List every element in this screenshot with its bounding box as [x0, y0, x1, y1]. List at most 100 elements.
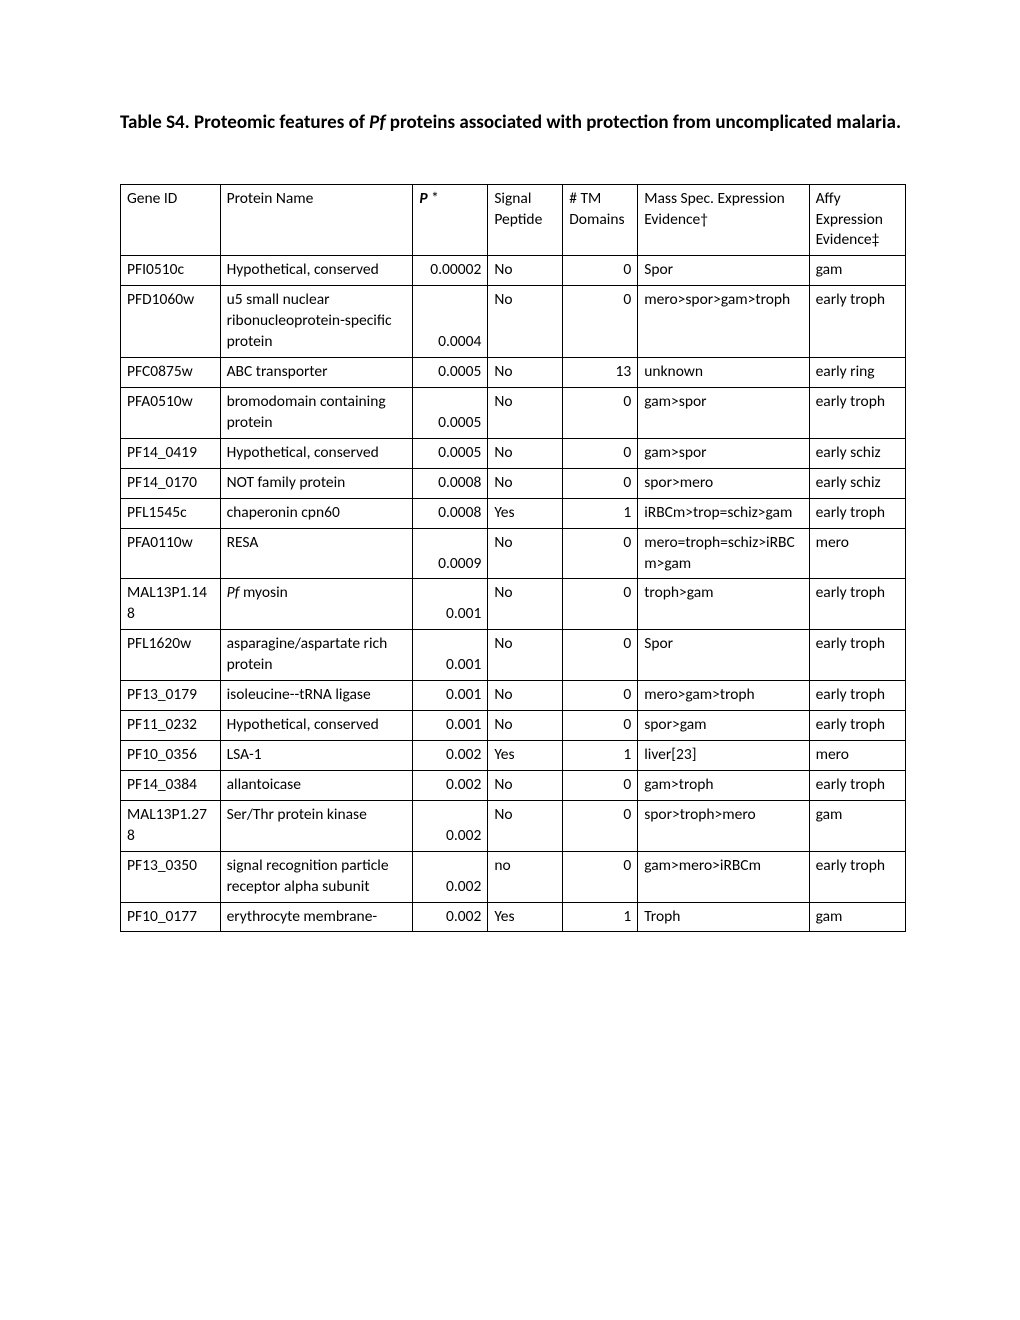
cell-signal-peptide: No [488, 438, 563, 468]
header-signal-peptide: Signal Peptide [488, 184, 563, 256]
cell-protein-name: isoleucine--tRNA ligase [220, 681, 413, 711]
cell-tm-domains: 0 [563, 528, 638, 579]
cell-signal-peptide: Yes [488, 902, 563, 932]
cell-protein-name: asparagine/aspartate rich protein [220, 630, 413, 681]
cell-gene: PF14_0170 [121, 468, 221, 498]
cell-protein-name: Hypothetical, conserved [220, 711, 413, 741]
protein-name-rest: myosin [239, 583, 287, 602]
cell-p-value: 0.001 [413, 711, 488, 741]
header-affy: Affy Expression Evidence‡ [809, 184, 905, 256]
cell-p-value: 0.002 [413, 851, 488, 902]
caption-part-before: Table S4. Proteomic features of [120, 111, 369, 134]
cell-protein-name: chaperonin cpn60 [220, 498, 413, 528]
table-row: PFL1545cchaperonin cpn600.0008Yes1iRBCm>… [121, 498, 906, 528]
cell-affy: early troph [809, 286, 905, 358]
table-row: PFA0110wRESA0.0009No0mero=troph=schiz>iR… [121, 528, 906, 579]
cell-mass-spec: spor>gam [638, 711, 809, 741]
cell-affy: mero [809, 528, 905, 579]
cell-signal-peptide: Yes [488, 498, 563, 528]
table-body: PFI0510cHypothetical, conserved0.00002No… [121, 256, 906, 932]
header-protein-name: Protein Name [220, 184, 413, 256]
header-p-label: P [419, 189, 427, 208]
cell-gene: MAL13P1.148 [121, 579, 221, 630]
cell-affy: early schiz [809, 468, 905, 498]
cell-p-value: 0.002 [413, 770, 488, 800]
cell-tm-domains: 0 [563, 388, 638, 439]
cell-affy: early troph [809, 579, 905, 630]
cell-tm-domains: 0 [563, 711, 638, 741]
cell-affy: gam [809, 256, 905, 286]
cell-gene: PFL1545c [121, 498, 221, 528]
cell-signal-peptide: No [488, 256, 563, 286]
cell-protein-name: bromodomain containing protein [220, 388, 413, 439]
cell-protein-name: Hypothetical, conserved [220, 438, 413, 468]
cell-signal-peptide: No [488, 681, 563, 711]
table-row: PFI0510cHypothetical, conserved0.00002No… [121, 256, 906, 286]
cell-tm-domains: 1 [563, 902, 638, 932]
cell-mass-spec: gam>mero>iRBCm [638, 851, 809, 902]
cell-gene: MAL13P1.278 [121, 800, 221, 851]
cell-mass-spec: mero>gam>troph [638, 681, 809, 711]
cell-protein-name: Pf myosin [220, 579, 413, 630]
cell-gene: PF13_0179 [121, 681, 221, 711]
cell-mass-spec: troph>gam [638, 579, 809, 630]
cell-p-value: 0.00002 [413, 256, 488, 286]
cell-mass-spec: liver[23] [638, 741, 809, 771]
caption-part-after: proteins associated with protection from… [385, 111, 901, 134]
cell-affy: early schiz [809, 438, 905, 468]
table-row: MAL13P1.148Pf myosin0.001No0troph>gamear… [121, 579, 906, 630]
cell-tm-domains: 0 [563, 681, 638, 711]
cell-signal-peptide: No [488, 468, 563, 498]
cell-mass-spec: gam>spor [638, 388, 809, 439]
cell-p-value: 0.002 [413, 902, 488, 932]
cell-protein-name: RESA [220, 528, 413, 579]
cell-affy: gam [809, 902, 905, 932]
cell-mass-spec: Spor [638, 630, 809, 681]
table-row: PF11_0232Hypothetical, conserved0.001No0… [121, 711, 906, 741]
cell-gene: PFL1620w [121, 630, 221, 681]
cell-affy: early troph [809, 498, 905, 528]
table-row: PFA0510wbromodomain containing protein0.… [121, 388, 906, 439]
cell-gene: PF10_0177 [121, 902, 221, 932]
cell-protein-name: Hypothetical, conserved [220, 256, 413, 286]
cell-mass-spec: iRBCm>trop=schiz>gam [638, 498, 809, 528]
header-p-value: P * [413, 184, 488, 256]
cell-gene: PF11_0232 [121, 711, 221, 741]
cell-p-value: 0.0008 [413, 468, 488, 498]
header-tm-domains: # TM Domains [563, 184, 638, 256]
cell-gene: PFA0110w [121, 528, 221, 579]
cell-tm-domains: 0 [563, 256, 638, 286]
cell-affy: early troph [809, 851, 905, 902]
cell-tm-domains: 0 [563, 438, 638, 468]
cell-signal-peptide: No [488, 388, 563, 439]
table-header: Gene ID Protein Name P * Signal Peptide … [121, 184, 906, 256]
cell-tm-domains: 1 [563, 741, 638, 771]
table-row: PF10_0177erythrocyte membrane-0.002Yes1T… [121, 902, 906, 932]
cell-mass-spec: Troph [638, 902, 809, 932]
table-row: PF14_0170NOT family protein0.0008No0spor… [121, 468, 906, 498]
cell-signal-peptide: No [488, 579, 563, 630]
table-caption: Table S4. Proteomic features of Pf prote… [120, 110, 906, 136]
cell-protein-name: ABC transporter [220, 358, 413, 388]
cell-gene: PF10_0356 [121, 741, 221, 771]
table-row: MAL13P1.278Ser/Thr protein kinase0.002No… [121, 800, 906, 851]
table-row: PF13_0350signal recognition particle rec… [121, 851, 906, 902]
cell-p-value: 0.001 [413, 579, 488, 630]
cell-gene: PFI0510c [121, 256, 221, 286]
cell-protein-name: allantoicase [220, 770, 413, 800]
cell-tm-domains: 0 [563, 468, 638, 498]
page: Table S4. Proteomic features of Pf prote… [0, 0, 1020, 1320]
cell-p-value: 0.0005 [413, 438, 488, 468]
cell-signal-peptide: No [488, 630, 563, 681]
cell-tm-domains: 13 [563, 358, 638, 388]
cell-affy: gam [809, 800, 905, 851]
cell-gene: PF14_0419 [121, 438, 221, 468]
cell-tm-domains: 0 [563, 286, 638, 358]
cell-signal-peptide: No [488, 800, 563, 851]
cell-p-value: 0.001 [413, 681, 488, 711]
cell-mass-spec: mero>spor>gam>troph [638, 286, 809, 358]
cell-gene: PFA0510w [121, 388, 221, 439]
cell-affy: early troph [809, 388, 905, 439]
cell-protein-name: erythrocyte membrane- [220, 902, 413, 932]
table-row: PF10_0356LSA-10.002Yes1liver[23]mero [121, 741, 906, 771]
